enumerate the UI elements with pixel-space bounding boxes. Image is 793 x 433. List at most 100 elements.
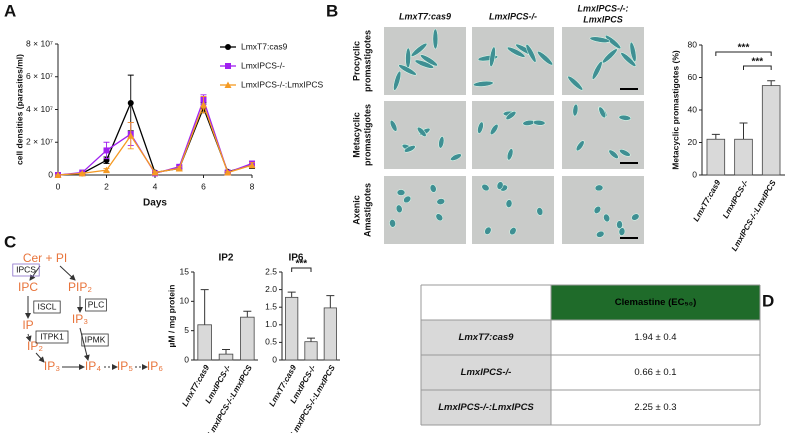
cell	[532, 119, 546, 126]
cell	[536, 207, 544, 216]
cell	[620, 52, 637, 67]
y-tick-label: 2.5	[265, 266, 277, 276]
error-bar	[287, 291, 296, 298]
y-tick-label: 5	[184, 325, 189, 335]
point	[248, 161, 256, 169]
table-header-cell	[551, 285, 760, 320]
chart-title: IP6	[288, 253, 303, 264]
bar	[706, 138, 726, 176]
enzyme-label: ISCL	[38, 301, 57, 311]
cell	[496, 181, 504, 190]
pathway-arrows	[25, 265, 148, 370]
cell	[596, 230, 605, 238]
cell	[389, 120, 398, 132]
cell	[616, 220, 623, 229]
cell	[405, 47, 411, 69]
x-tick-label: LmxT7:cas9	[691, 178, 722, 223]
y-tick-label: 0	[692, 169, 697, 179]
y-tick-label: 20	[688, 137, 698, 147]
x-tick-label: 8	[250, 181, 255, 191]
table-row-head	[421, 320, 551, 355]
enzyme-box	[85, 298, 107, 312]
pathway-node: IP	[22, 318, 33, 332]
legend-marker	[225, 44, 231, 50]
bar	[304, 341, 318, 361]
y-tick-label: 0	[272, 354, 277, 364]
enzyme-label: IPCS	[16, 264, 36, 274]
significance-label: ***	[751, 57, 763, 68]
y-axis-label: µM / mg protein	[166, 285, 176, 348]
pathway-node: PIP₂	[68, 280, 92, 294]
cell	[603, 213, 611, 223]
cell	[450, 153, 462, 161]
pathway-node: IP₂	[27, 339, 43, 353]
pathway-node: IPC	[18, 280, 38, 294]
cell	[593, 205, 602, 214]
enzyme-box	[12, 263, 40, 277]
y-tick-label: 0	[48, 169, 53, 179]
cell	[436, 198, 445, 205]
enzyme-box	[81, 333, 109, 347]
cell	[420, 54, 438, 67]
y-tick-label: 10	[180, 296, 190, 306]
cell	[398, 64, 417, 76]
table-row-head	[421, 390, 551, 425]
cell	[432, 28, 439, 50]
pathway-node: IP₆	[147, 359, 163, 373]
column-header: LmxIPCS-/-:	[577, 3, 628, 13]
cell	[572, 103, 579, 117]
cell	[605, 35, 622, 50]
legend-marker	[225, 63, 231, 69]
row-header: Procyclic	[351, 41, 361, 81]
cell	[575, 140, 585, 152]
point	[103, 166, 110, 174]
y-tick-label: 0.5	[265, 337, 277, 347]
table-row-head	[421, 355, 551, 390]
point	[200, 101, 207, 108]
enzyme-label: IPMK	[85, 334, 106, 344]
cell	[608, 149, 619, 159]
y-tick-label: 2.0	[265, 284, 277, 294]
error-bar	[711, 133, 720, 140]
table-header: Clemastine (EC₅₀)	[615, 297, 697, 308]
point	[103, 147, 110, 154]
cell	[631, 213, 640, 221]
row-header: Axenic	[351, 195, 361, 225]
cell	[403, 195, 412, 204]
column-header: LmxT7:cas9	[399, 11, 451, 21]
cell	[404, 145, 416, 153]
significance-label: ***	[295, 259, 307, 270]
pathway-node: Cer + PI	[23, 251, 67, 265]
cell	[414, 59, 435, 69]
cell	[389, 219, 396, 228]
error-bar	[767, 80, 776, 86]
panel-label: B	[326, 1, 338, 20]
table-row-label: LmxIPCS-/-	[461, 367, 512, 378]
legend-label: LmxIPCS-/-	[241, 60, 285, 70]
column-header: LmxIPCS	[583, 14, 623, 24]
cell	[505, 111, 517, 120]
row-header: Amastigotes	[362, 183, 372, 237]
significance-bracket	[291, 267, 312, 272]
cell	[594, 184, 604, 192]
cell	[506, 148, 514, 161]
enzyme-box	[33, 300, 61, 314]
error-bar	[739, 122, 748, 140]
significance-label: ***	[738, 43, 750, 54]
chart-title: IP2	[218, 253, 233, 264]
cell	[589, 36, 610, 43]
table-cell: 0.66 ± 0.1	[634, 367, 676, 378]
cell	[395, 204, 403, 214]
panel-label: C	[4, 232, 16, 251]
bar	[734, 138, 753, 176]
cell	[629, 41, 637, 62]
bar	[197, 324, 212, 361]
y-tick-label: 1.5	[265, 301, 277, 311]
cell	[505, 199, 513, 208]
y-tick-label: 6 × 10⁷	[26, 71, 53, 81]
y-axis-label: Metacyclic promastigotes (%)	[670, 50, 680, 170]
pathway-node: IP₃	[44, 359, 60, 373]
y-tick-label: 40	[688, 104, 698, 114]
y-tick-label: 2 × 10⁷	[26, 137, 53, 147]
cell	[618, 114, 632, 121]
